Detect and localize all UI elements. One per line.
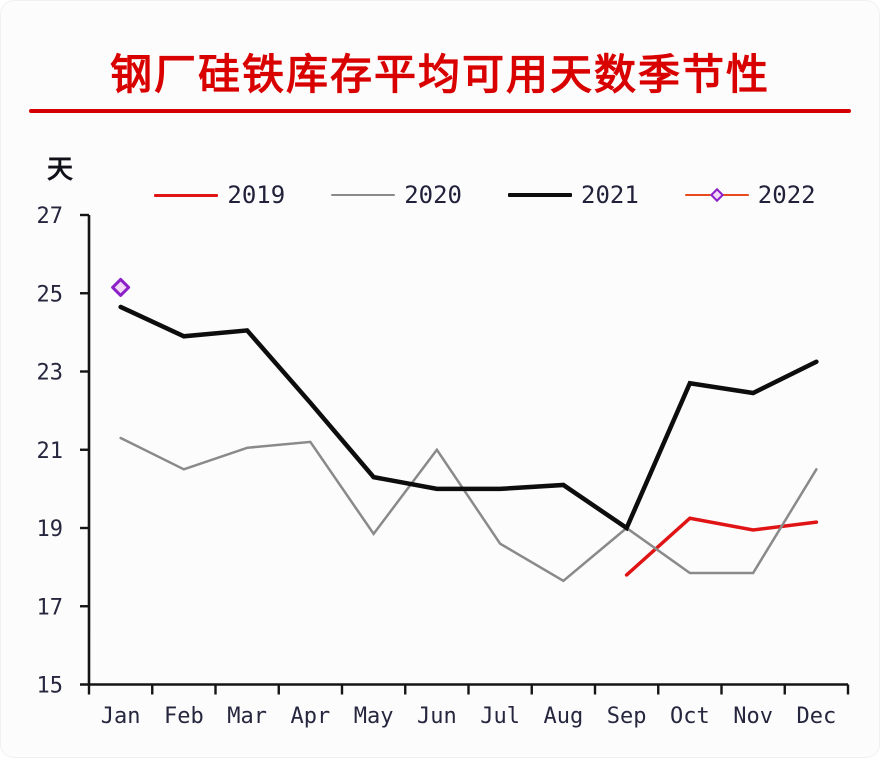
y-tick-label: 27 (37, 204, 64, 229)
x-tick-label-Oct: Oct (670, 704, 710, 729)
series-line-2021 (118, 304, 819, 532)
legend-item-2021: 2021 (508, 181, 639, 209)
y-tick-label: 19 (37, 517, 64, 542)
legend-line-sample-2019 (154, 193, 219, 197)
legend-line-sample-2020 (331, 194, 396, 196)
y-tick-label: 17 (37, 595, 64, 620)
y-tick-label: 25 (37, 282, 64, 307)
legend-label-2020: 2020 (404, 181, 462, 209)
legend-item-2019: 2019 (154, 181, 285, 209)
x-tick-label-Mar: Mar (227, 704, 267, 729)
x-tick-label-Jun: Jun (417, 704, 457, 729)
y-tick-label: 23 (37, 361, 64, 386)
chart-title: 钢厂硅铁库存平均可用天数季节性 (109, 51, 770, 98)
y-tick-label: 15 (37, 674, 64, 699)
legend-item-2020: 2020 (331, 181, 462, 209)
x-tick-label-Apr: Apr (291, 704, 331, 729)
x-tick-label-Feb: Feb (164, 704, 204, 729)
x-tick-label-Dec: Dec (797, 704, 837, 729)
legend-label-2019: 2019 (227, 181, 286, 209)
legend-label-2022: 2022 (757, 181, 816, 209)
legend-item-2022: 2022 (684, 181, 816, 209)
x-tick-label-Sep: Sep (607, 704, 647, 729)
x-tick-label-Aug: Aug (544, 704, 584, 729)
x-tick-label-May: May (354, 704, 394, 729)
axis-lines (87, 215, 848, 686)
x-tick-label-Jul: Jul (480, 704, 520, 729)
series-line-2019 (624, 516, 819, 577)
y-tick-label: 21 (37, 439, 64, 464)
series-line-2020 (119, 436, 818, 583)
data-point-diamond-2022 (111, 277, 131, 297)
x-tick-label-Jan: Jan (101, 704, 141, 729)
legend-label-2021: 2021 (581, 181, 639, 209)
title-underline-rule (29, 109, 851, 113)
legend-line-sample-2021 (508, 193, 572, 197)
x-tick-label-Nov: Nov (733, 704, 773, 729)
legend-line-sample-2022 (684, 187, 749, 203)
legend: 2019 2020 2021 2022 (111, 181, 859, 209)
y-axis-unit-label: 天 (47, 154, 74, 184)
